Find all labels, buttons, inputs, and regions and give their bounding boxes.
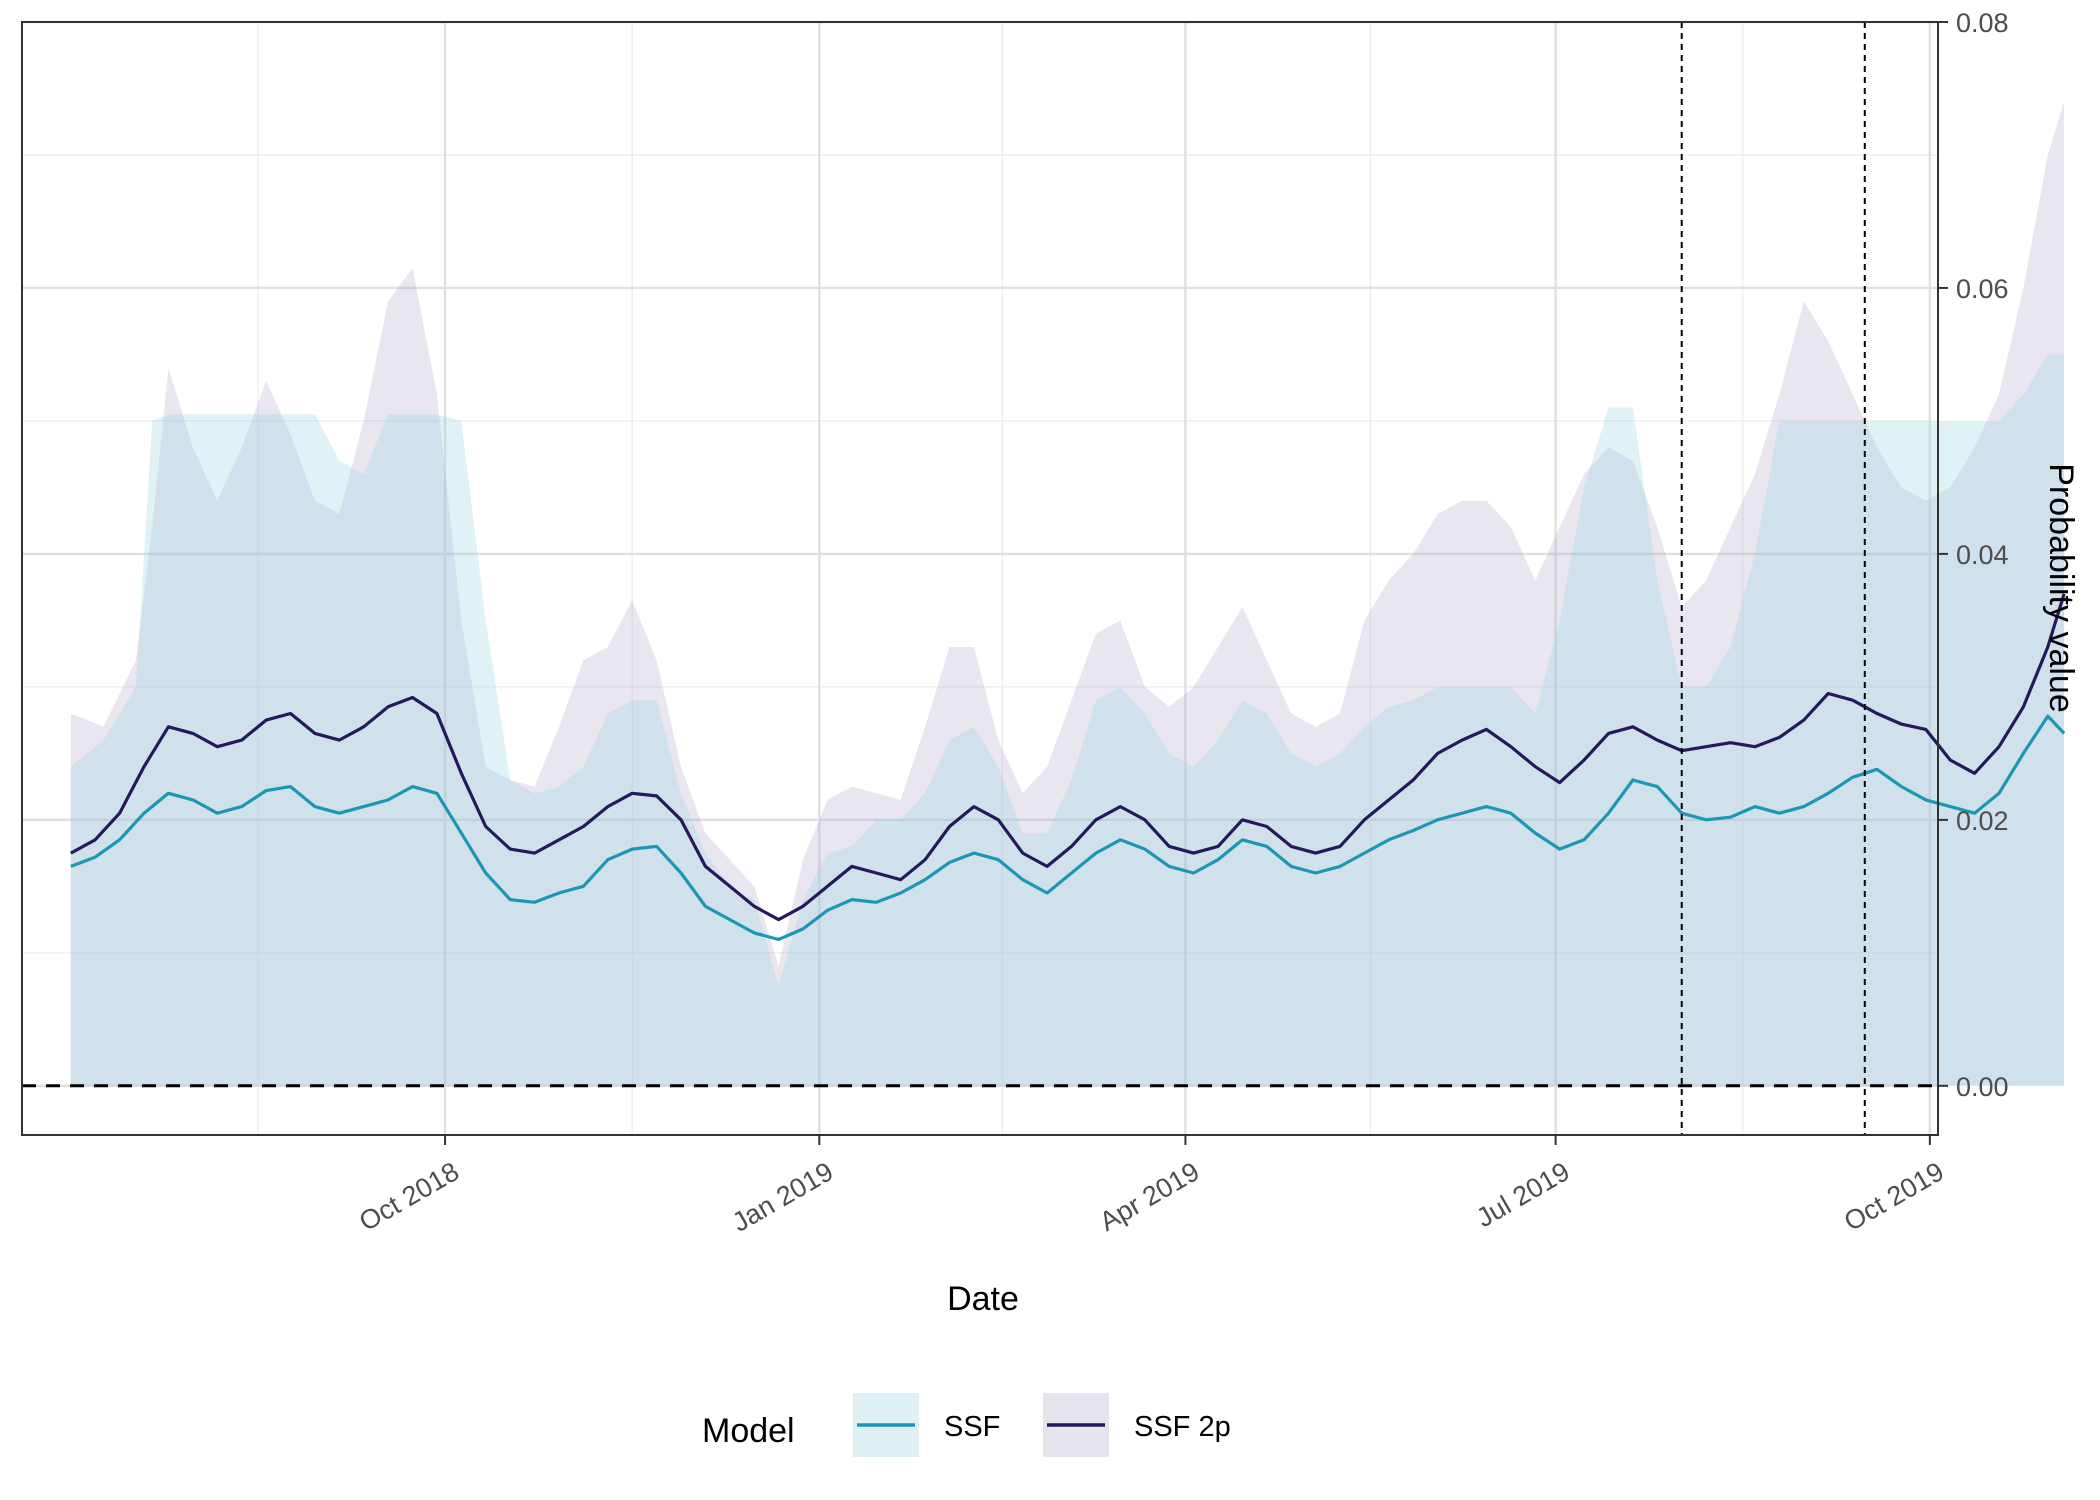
band-ssf-2p [70,101,2065,1086]
y-tick-label: 0.04 [1956,540,2009,570]
panel-border [21,21,1939,1136]
line-ssf [70,714,2066,942]
uncertainty-bands [70,101,2065,1086]
line-ssf-2p [70,593,2066,922]
series-lines [70,593,2066,942]
band-ssf [70,354,2065,1086]
x-axis-title: Date [947,1280,1019,1318]
legend-item-ssf-2p: SSF 2p [1043,1393,1231,1457]
y-tick-label: 0.00 [1956,1072,2009,1102]
legend: Model SSF SSF 2p [702,1393,1231,1457]
y-axis: 0.00 0.02 0.04 0.06 0.08 [1938,8,2009,1102]
reference-lines [22,22,1938,1135]
y-tick-label: 0.02 [1956,806,2009,836]
legend-item-ssf: SSF [853,1393,1000,1457]
y-tick-label: 0.08 [1956,8,2009,38]
y-axis-title: Probability value [2042,463,2080,712]
legend-label-ssf-2p: SSF 2p [1134,1411,1231,1443]
legend-label-ssf: SSF [944,1411,1000,1443]
y-tick-label: 0.06 [1956,274,2009,304]
legend-title: Model [702,1412,795,1450]
